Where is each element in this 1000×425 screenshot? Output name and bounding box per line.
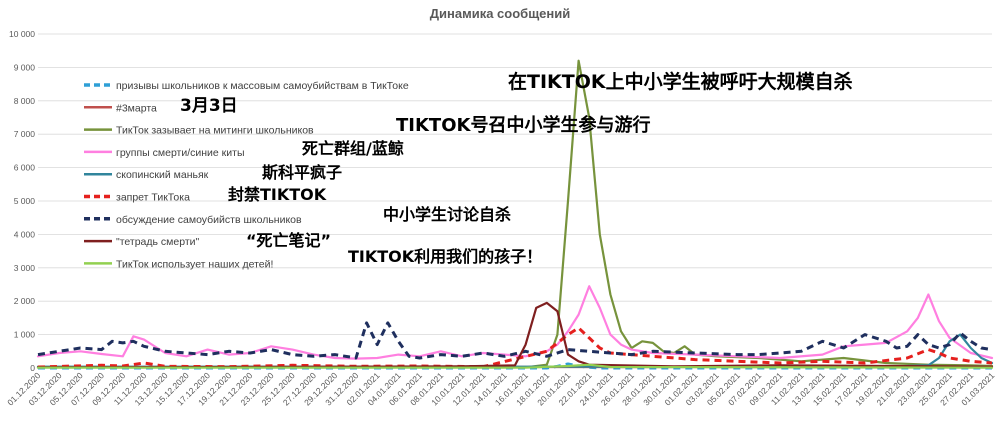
- legend-label: группы смерти/синие киты: [116, 147, 245, 159]
- legend-label: ТикТок использует наших детей!: [116, 258, 273, 270]
- y-tick-label: 4 000: [14, 229, 36, 239]
- series-line: [36, 59, 994, 369]
- chinese-annotation: 封禁TIKTOK: [228, 185, 327, 204]
- legend-label: обсуждение самоубийств школьников: [116, 214, 302, 226]
- legend-label: скопинский маньяк: [116, 169, 209, 181]
- chinese-annotation: “死亡笔记”: [246, 231, 331, 250]
- gridlines: [38, 33, 992, 369]
- y-tick-label: 9 000: [14, 62, 36, 72]
- chinese-annotation: 斯科平疯子: [262, 163, 342, 182]
- y-tick-label: 3 000: [14, 263, 36, 273]
- chinese-annotation: TIKTOK利用我们的孩子！: [348, 247, 542, 266]
- chinese-annotation: 3月3日: [180, 96, 238, 116]
- chinese-annotation: TIKTOK号召中小学生参与游行: [396, 114, 650, 136]
- series-line: [36, 363, 994, 369]
- legend-label: #3марта: [116, 102, 157, 114]
- legend-label: запрет ТикТока: [116, 192, 190, 204]
- y-tick-label: 0: [30, 363, 35, 373]
- legend-label: ТикТок зазывает на митинги школьников: [116, 125, 314, 137]
- chart-title: Динамика сообщений: [430, 6, 570, 21]
- legend-label: призывы школьников к массовым самоубийст…: [116, 80, 409, 92]
- y-tick-label: 6 000: [14, 163, 36, 173]
- y-tick-label: 8 000: [14, 96, 36, 106]
- plot-area: [36, 59, 994, 370]
- legend: призывы школьников к массовым самоубийст…: [84, 80, 409, 270]
- chinese-annotation: 中小学生讨论自杀: [383, 205, 511, 224]
- y-tick-label: 1 000: [14, 330, 36, 340]
- chinese-annotation: 在TIKTOK上中小学生被呼吁大规模自杀: [508, 70, 853, 93]
- y-tick-label: 10 000: [9, 29, 35, 39]
- y-axis: 0 1 000 2 000 3 000 4 000 5 000 6 000 7 000 8 00…: [9, 29, 35, 373]
- y-tick-label: 5 000: [14, 196, 36, 206]
- chinese-annotation: 死亡群组/蓝鲸: [302, 139, 404, 158]
- series-line: [37, 321, 993, 360]
- annotations: 在TIKTOK上中小学生被呼吁大规模自杀 3月3日 TIKTOK号召中小学生参与游行…: [180, 70, 853, 266]
- y-tick-label: 7 000: [14, 129, 36, 139]
- legend-label: "тетрадь смерти": [116, 236, 200, 248]
- series-line: [36, 301, 994, 369]
- y-tick-label: 2 000: [14, 296, 36, 306]
- series-line: [36, 285, 994, 360]
